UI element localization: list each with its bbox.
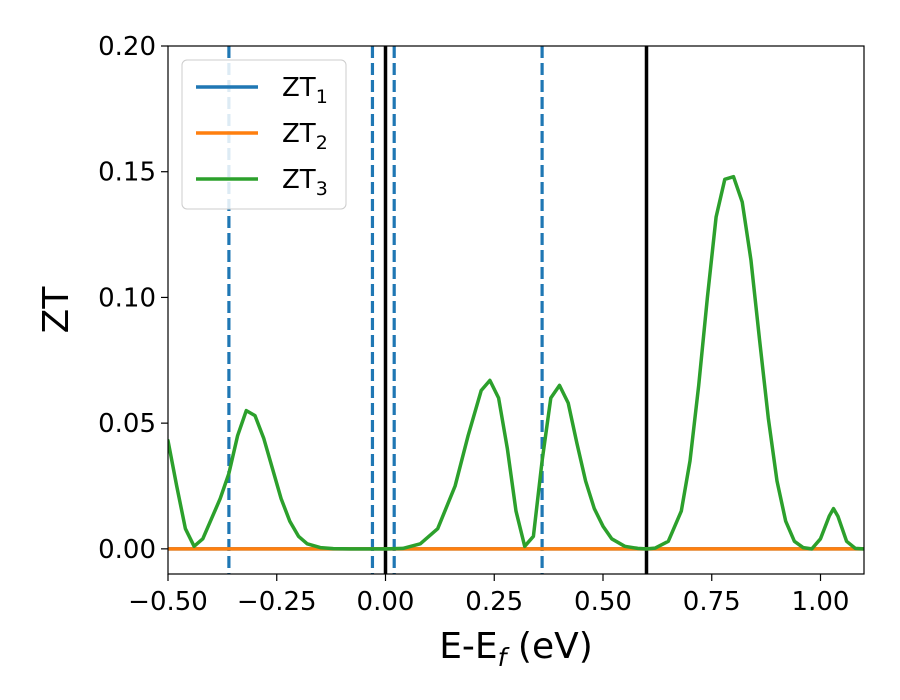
y-axis-ticks: 0.00 0.05 0.10 0.15 0.20 [98, 32, 168, 565]
series-lines [168, 174, 864, 551]
x-tick-label-4: 0.50 [574, 587, 632, 617]
x-tick-label-5: 0.75 [683, 587, 741, 617]
legend-label-main-2: ZT [282, 119, 316, 149]
x-tick-label-0: −0.50 [128, 587, 208, 617]
y-tick-label-3: 0.15 [98, 158, 156, 188]
x-axis-label-suffix: (eV) [506, 626, 592, 667]
plot-frame [167, 45, 865, 575]
x-tick-label-1: −0.25 [237, 587, 317, 617]
legend-label-1: ZT1 [282, 73, 328, 108]
x-axis-label: E-Ef (eV) [439, 626, 593, 672]
y-axis-label: ZT [36, 286, 77, 334]
legend-box [181, 59, 347, 210]
y-tick-label-4: 0.20 [98, 32, 156, 62]
legend-label-2: ZT2 [282, 119, 328, 154]
x-tick-label-6: 1.00 [792, 587, 850, 617]
reference-lines [227, 46, 649, 574]
series-line-3 [168, 174, 864, 551]
legend-label-sub-3: 3 [316, 178, 328, 200]
legend-label-main-3: ZT [282, 165, 316, 195]
y-tick-label-0: 0.00 [98, 535, 156, 565]
x-axis-ticks: −0.50 −0.25 0.00 0.25 0.50 0.75 1.00 [128, 574, 849, 617]
legend-label-sub-1: 1 [316, 86, 328, 108]
y-tick-label-2: 0.10 [98, 283, 156, 313]
legend-label-3: ZT3 [282, 165, 328, 200]
y-tick-label-1: 0.05 [98, 409, 156, 439]
x-axis-label-main: E-E [439, 626, 497, 667]
x-tick-label-3: 0.25 [465, 587, 523, 617]
x-tick-label-2: 0.00 [357, 587, 415, 617]
legend-label-main-1: ZT [282, 73, 316, 103]
legend-label-sub-2: 2 [316, 132, 328, 154]
